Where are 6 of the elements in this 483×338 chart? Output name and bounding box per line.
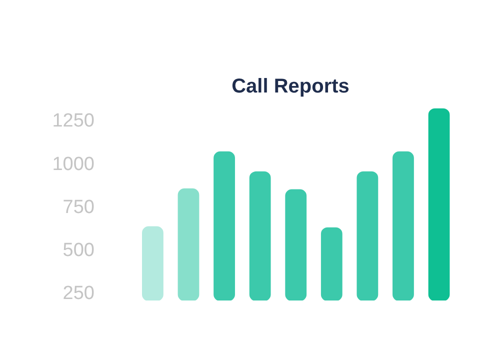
y-tick-label: 1000 bbox=[52, 154, 95, 175]
y-tick-label: 1250 bbox=[52, 110, 95, 132]
chart-title: Call Reports bbox=[232, 76, 350, 98]
y-tick-label: 500 bbox=[62, 240, 94, 261]
y-tick-label: 250 bbox=[62, 282, 94, 304]
y-tick-label: 750 bbox=[62, 196, 94, 218]
